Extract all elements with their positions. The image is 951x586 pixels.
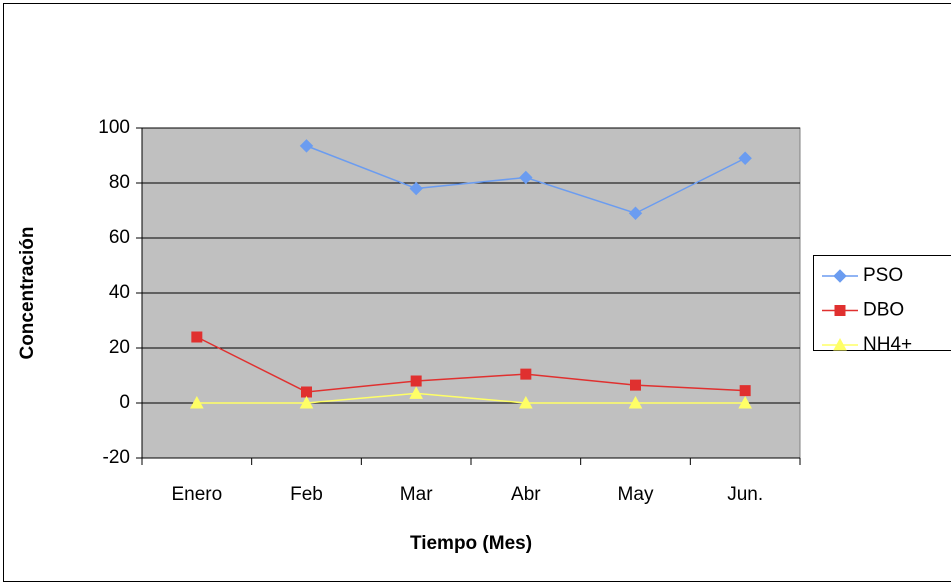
y-tick-label: 20: [109, 337, 130, 358]
y-tick-label: 40: [109, 282, 130, 303]
x-tick-label: Enero: [171, 484, 222, 505]
marker: [299, 139, 314, 153]
y-tick-label: 60: [109, 227, 130, 248]
marker: [738, 151, 752, 165]
marker: [409, 386, 424, 399]
marker: [628, 395, 643, 409]
marker: [301, 386, 312, 398]
y-axis-label: Concentración: [17, 226, 38, 359]
marker: [833, 337, 847, 351]
marker: [518, 395, 533, 409]
marker: [520, 368, 532, 380]
y-tick-label: -20: [103, 447, 130, 468]
x-tick-label: Jun.: [727, 484, 763, 505]
marker: [834, 305, 846, 316]
x-tick-label: Abr: [511, 484, 541, 505]
marker: [410, 375, 422, 387]
marker: [628, 206, 643, 220]
marker: [191, 331, 203, 343]
y-tick-label: 100: [98, 117, 130, 138]
x-tick-label: May: [618, 484, 654, 505]
legend-box: [813, 255, 951, 351]
marker: [189, 395, 204, 409]
marker: [519, 170, 533, 185]
x-axis-label: Tiempo (Mes): [410, 533, 532, 554]
marker: [738, 395, 753, 409]
y-tick-label: 0: [119, 392, 130, 413]
marker: [299, 395, 314, 409]
series-line: [196, 336, 746, 393]
marker: [833, 269, 847, 283]
marker: [630, 379, 641, 391]
marker: [409, 181, 423, 196]
y-tick-label: 80: [109, 172, 130, 193]
x-tick-label: Feb: [290, 484, 323, 505]
legend-label: PSO: [863, 265, 903, 286]
legend-label: DBO: [863, 300, 904, 321]
series-line: [196, 392, 746, 404]
x-tick-label: Mar: [400, 484, 433, 505]
marker: [739, 385, 751, 397]
legend-label: NH4+: [863, 334, 912, 355]
